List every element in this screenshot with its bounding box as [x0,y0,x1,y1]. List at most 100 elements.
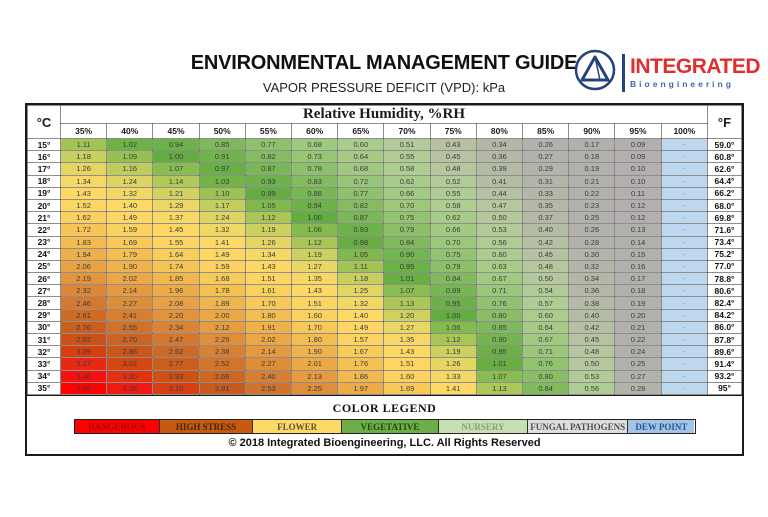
vpd-cell: 0.18 [614,284,662,298]
vpd-cell: 0.09 [614,150,662,164]
vpd-cell: 0.17 [568,137,616,152]
vpd-cell: 0.89 [429,284,477,298]
vpd-cell: 0.63 [475,259,524,274]
vpd-cell: 0.67 [475,272,524,286]
humidity-col-label: 65% [337,123,385,139]
vpd-cell: 1.12 [244,211,293,225]
dew-point-cell: - [660,296,709,310]
celsius-row-label: 17° [27,162,61,176]
vpd-cell: 2.55 [106,320,154,335]
legend-item-vegetative: VEGETATIVE [342,420,439,433]
vpd-cell: 0.34 [568,272,616,286]
celsius-row-label: 20° [27,198,61,213]
vpd-cell: 0.32 [568,259,616,274]
vpd-cell: 0.14 [614,235,662,249]
vpd-cell: 0.66 [429,223,477,237]
celsius-row-label: 18° [27,174,61,188]
fahrenheit-row-label: 87.8° [707,332,742,347]
vpd-cell: 1.80 [291,332,339,347]
vpd-cell: 1.79 [106,247,154,261]
vpd-cell: 1.76 [337,357,385,371]
vpd-cell: 1.83 [59,235,108,249]
table-row: 32° 3.09 2.86 2.62 2.38 2.14 1.90 1.67 1.43 1.19 0… [27,345,742,359]
vpd-cell: 0.21 [614,320,662,335]
vpd-cell: 1.27 [383,320,431,335]
vpd-cell: 1.61 [244,284,293,298]
table-row: 17° 1.26 1.16 1.07 0.97 0.87 0.78 0.68 0.58 0.48 0… [27,162,742,176]
legend-section: COLOR LEGEND DANGEROUS HIGH STRESS FLOWER V… [27,395,742,454]
vpd-cell: 0.98 [337,235,385,249]
vpd-cell: 2.81 [198,381,246,396]
table-row: 15° 1.11 1.02 0.94 0.85 0.77 0.68 0.60 0.51 0.43 0… [27,137,742,152]
dew-point-cell: - [660,198,709,213]
vpd-cell: 1.67 [337,345,385,359]
vpd-cell: 0.71 [522,345,570,359]
celsius-row-label: 16° [27,150,61,164]
vpd-table: °C Relative Humidity, %RH °F 35% 40% 45% 50… [27,105,742,396]
vpd-cell: 3.09 [59,345,108,359]
table-row: 35° 3.66 3.38 3.10 2.81 2.53 2.25 1.97 1.69 1.41 1… [27,381,742,396]
vpd-cell: 0.31 [522,174,570,188]
vpd-cell: 1.74 [152,259,200,274]
legend-title: COLOR LEGEND [332,401,437,415]
vpd-cell: 1.26 [429,357,477,371]
vpd-cell: 1.11 [337,259,385,274]
vpd-cell: 0.47 [475,198,524,213]
vpd-cell: 1.64 [152,247,200,261]
vpd-cell: 1.78 [198,284,246,298]
humidity-col-label: 60% [291,123,339,139]
fahrenheit-row-label: 75.2° [707,247,742,261]
table-row: 28° 2.46 2.27 2.08 1.89 1.70 1.51 1.32 1.13 0.95 0… [27,296,742,310]
vpd-cell: 0.28 [568,235,616,249]
vpd-cell: 0.55 [383,150,431,164]
dew-point-cell: - [660,211,709,225]
vpd-cell: 1.00 [152,150,200,164]
vpd-cell: 0.43 [429,137,477,152]
vpd-cell: 0.37 [522,211,570,225]
vpd-cell: 0.97 [198,162,246,176]
legend-bar: DANGEROUS HIGH STRESS FLOWER VEGETATIVE NURS… [73,419,696,434]
dew-point-cell: - [660,150,709,164]
fahrenheit-row-label: 80.6° [707,284,742,298]
vpd-cell: 0.22 [568,186,616,200]
vpd-cell: 1.18 [59,150,108,164]
vpd-cell: 1.51 [244,272,293,286]
vpd-cell: 0.76 [522,357,570,371]
vpd-cell: 1.05 [337,247,385,261]
vpd-cell: 0.26 [568,223,616,237]
vpd-table-header: °C Relative Humidity, %RH °F 35% 40% 45% 50… [27,105,742,139]
dew-point-cell: - [660,223,709,237]
celsius-row-label: 35° [27,381,61,396]
vpd-cell: 2.53 [244,381,293,396]
vpd-cell: 0.38 [568,296,616,310]
vpd-cell: 1.19 [429,345,477,359]
fahrenheit-row-label: 91.4° [707,357,742,371]
vpd-cell: 0.51 [383,137,431,152]
vpd-cell: 2.41 [106,308,154,322]
dew-point-cell: - [660,235,709,249]
vpd-cell: 0.09 [614,137,662,152]
humidity-col-label: 75% [429,123,477,139]
vpd-cell: 0.29 [522,162,570,176]
vpd-cell: 0.22 [614,332,662,347]
vpd-cell: 1.62 [59,211,108,225]
vpd-cell: 2.25 [291,381,339,396]
vpd-cell: 0.10 [614,174,662,188]
vpd-table-body: 15° 1.11 1.02 0.94 0.85 0.77 0.68 0.60 0.51 0.43 0… [27,137,742,396]
vpd-cell: 1.72 [59,223,108,237]
dew-point-cell: - [660,272,709,286]
vpd-cell: 3.27 [59,357,108,371]
celsius-row-label: 30° [27,320,61,335]
vpd-cell: 0.33 [522,186,570,200]
table-row: 23° 1.83 1.69 1.55 1.41 1.26 1.12 0.98 0.84 0.70 0… [27,235,742,249]
celsius-row-label: 15° [27,137,61,152]
celsius-row-label: 27° [27,284,61,298]
fahrenheit-row-label: 69.8° [707,211,742,225]
vpd-cell: 1.17 [198,198,246,213]
vpd-cell: 1.01 [383,272,431,286]
vpd-cell: 0.95 [475,345,524,359]
vpd-cell: 2.20 [152,308,200,322]
celsius-row-label: 32° [27,345,61,359]
vpd-cell: 0.58 [429,198,477,213]
legend-item-dew-point: DEW POINT [628,420,695,433]
